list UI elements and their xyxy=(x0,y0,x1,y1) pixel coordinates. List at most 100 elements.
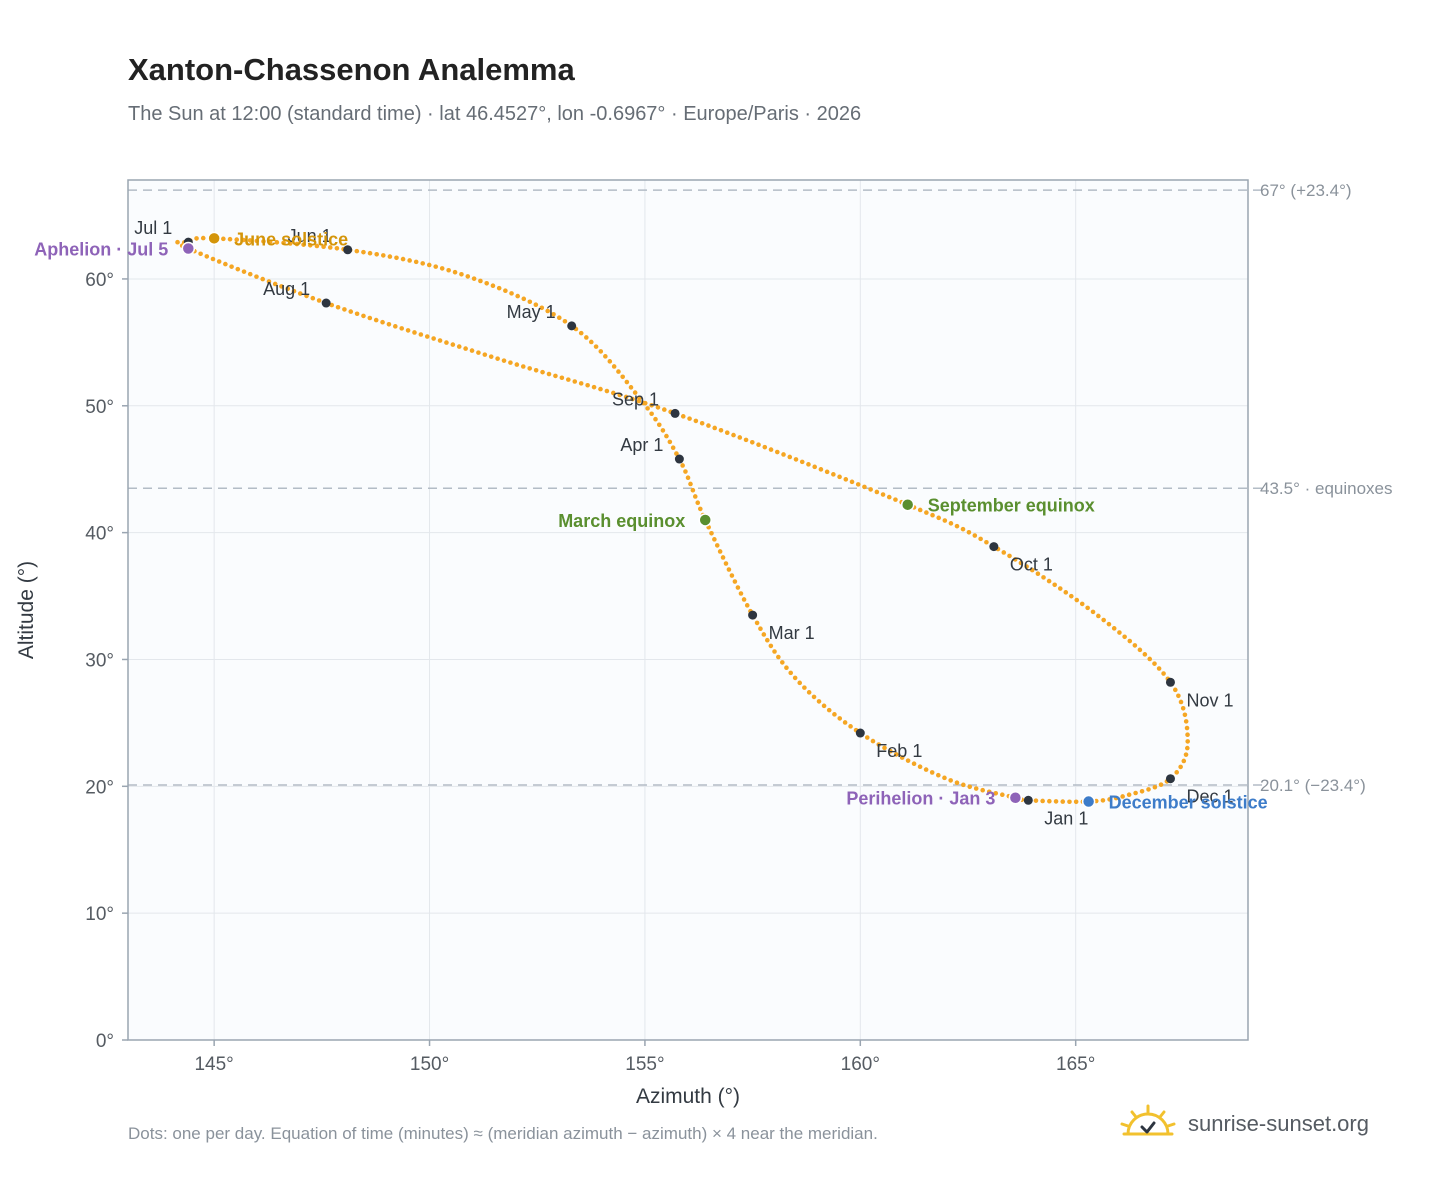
daily-dot xyxy=(452,269,458,275)
daily-dot xyxy=(400,256,406,262)
daily-dot xyxy=(221,236,226,242)
daily-dot xyxy=(247,238,253,243)
daily-dot xyxy=(984,539,989,545)
daily-dot xyxy=(1107,797,1112,802)
daily-dot xyxy=(227,236,233,242)
daily-dot xyxy=(335,304,341,310)
daily-dot xyxy=(1158,782,1164,787)
daily-dot xyxy=(667,439,673,445)
daily-dots xyxy=(175,235,1190,805)
daily-dot xyxy=(501,358,507,363)
daily-dot xyxy=(793,457,799,462)
daily-dot xyxy=(272,281,278,287)
daily-dot xyxy=(788,670,794,676)
daily-dot xyxy=(387,254,393,259)
daily-dot xyxy=(930,512,935,518)
daily-dot xyxy=(781,452,786,457)
daily-dot xyxy=(632,390,638,395)
daily-dot xyxy=(374,251,379,257)
daily-dot xyxy=(768,643,774,649)
daily-dot xyxy=(503,288,508,294)
daily-dot xyxy=(1033,798,1039,803)
daily-dot xyxy=(1113,795,1119,801)
daily-dot xyxy=(954,523,960,529)
daily-dot xyxy=(695,500,701,506)
daily-dot xyxy=(660,428,666,433)
daily-dot xyxy=(1117,630,1122,635)
month-label: Oct 1 xyxy=(1010,555,1053,575)
daily-dot xyxy=(478,278,483,284)
daily-dot xyxy=(198,251,203,257)
daily-dot xyxy=(476,350,481,355)
daily-dot xyxy=(373,317,379,323)
event-label: December solstice xyxy=(1109,793,1268,813)
daily-dot xyxy=(367,250,373,256)
daily-dot xyxy=(444,340,449,345)
daily-dot xyxy=(697,506,703,512)
month-marker xyxy=(567,321,577,331)
daily-dot xyxy=(662,407,667,412)
footnote: Dots: one per day. Equation of time (min… xyxy=(128,1124,878,1143)
daily-dot xyxy=(980,787,985,793)
daily-dot xyxy=(1073,799,1079,805)
daily-dot xyxy=(611,364,617,369)
daily-dot xyxy=(685,475,691,481)
daily-dot xyxy=(1018,560,1024,566)
daily-dot xyxy=(923,767,929,772)
daily-dot xyxy=(709,530,714,536)
daily-dot xyxy=(843,477,849,482)
daily-dot xyxy=(1001,550,1007,555)
event-marker xyxy=(1081,794,1096,809)
daily-dot xyxy=(204,254,210,259)
daily-dot xyxy=(762,444,768,450)
daily-dot xyxy=(1024,564,1029,569)
month-marker xyxy=(748,610,758,620)
daily-dot xyxy=(469,348,475,353)
daily-dot xyxy=(726,567,732,572)
daily-dot xyxy=(768,447,774,452)
daily-dot xyxy=(723,561,729,566)
daily-dot xyxy=(1057,586,1063,591)
daily-dot xyxy=(737,435,743,440)
daily-dot xyxy=(954,780,960,786)
daily-dot xyxy=(874,489,880,495)
daily-dot xyxy=(1012,557,1018,562)
daily-dot xyxy=(1137,647,1143,653)
daily-dot xyxy=(772,649,777,654)
daily-dot xyxy=(304,293,309,299)
daily-dot xyxy=(559,375,565,381)
daily-dot xyxy=(1152,661,1157,666)
daily-dot xyxy=(223,261,228,267)
daily-dot xyxy=(797,680,803,686)
daily-dot xyxy=(175,239,180,245)
month-marker xyxy=(321,298,331,308)
daily-dot xyxy=(792,675,798,681)
daily-dot xyxy=(1040,798,1045,804)
daily-dot xyxy=(380,253,386,258)
daily-dot xyxy=(1139,788,1145,794)
daily-dot xyxy=(1068,593,1074,599)
daily-dot xyxy=(1185,732,1190,738)
daily-dot xyxy=(899,755,905,760)
daily-dot xyxy=(412,330,417,335)
y-tick-label: 0° xyxy=(96,1031,114,1052)
daily-dot xyxy=(329,302,335,308)
x-tick-label: 145° xyxy=(194,1054,233,1075)
daily-dot xyxy=(553,373,558,379)
daily-dot xyxy=(942,775,947,781)
daily-dot xyxy=(285,286,291,292)
daily-dot xyxy=(880,492,886,497)
daily-dot xyxy=(636,398,642,404)
daily-dot xyxy=(482,352,488,357)
daily-dot xyxy=(539,305,545,311)
daily-dot xyxy=(1035,571,1041,577)
daily-dot xyxy=(776,654,781,660)
daily-dot xyxy=(966,530,972,535)
daily-dot xyxy=(241,269,247,274)
daily-dot xyxy=(917,764,923,769)
brand[interactable]: sunrise-sunset.org xyxy=(1120,1102,1369,1146)
daily-dot xyxy=(653,416,658,422)
daily-dot xyxy=(348,309,354,314)
daily-dot xyxy=(680,463,685,468)
daily-dot xyxy=(837,716,843,721)
